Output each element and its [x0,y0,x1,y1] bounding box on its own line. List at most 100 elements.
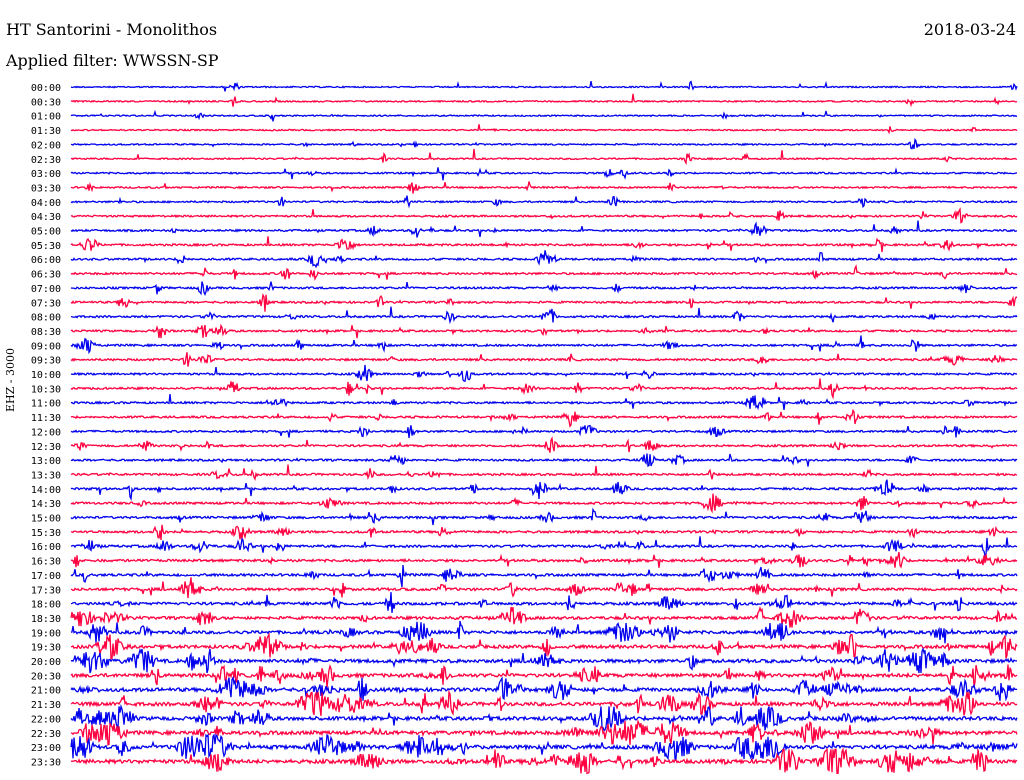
trace-1600 [70,536,1018,558]
time-label: 05:00 [31,227,61,238]
trace-1730 [70,577,1018,599]
time-label: 23:00 [31,743,61,754]
time-label: 01:00 [31,112,61,123]
time-label: 11:00 [31,399,61,410]
time-label: 14:00 [31,485,61,496]
time-label: 16:00 [31,542,61,553]
trace-2200 [70,703,1018,732]
trace-0100 [70,109,1017,122]
time-label: 09:30 [31,356,61,367]
trace-1900 [70,620,1018,644]
trace-1430 [70,493,1018,514]
trace-2030 [70,663,1018,688]
time-label: 14:30 [31,499,61,510]
seismic-traces [70,80,1018,775]
time-label: 08:30 [31,327,61,338]
trace-0400 [70,195,1018,209]
time-label: 19:00 [31,628,61,639]
trace-0500 [70,220,1018,238]
trace-1030 [70,378,1018,400]
trace-1130 [70,408,1018,428]
time-label: 04:00 [31,198,61,209]
trace-1000 [70,364,1018,382]
time-label: 23:30 [31,757,61,768]
time-label: 17:30 [31,585,61,596]
trace-0930 [70,352,1018,367]
trace-1530 [70,524,1018,540]
time-label: 06:30 [31,270,61,281]
time-label: 20:30 [31,671,61,682]
time-label: 02:30 [31,155,61,166]
time-label: 12:30 [31,442,61,453]
trace-1830 [70,605,1018,628]
trace-1630 [70,551,1018,569]
trace-1100 [70,394,1018,411]
trace-2330 [70,747,1018,775]
time-label: 22:30 [31,729,61,740]
trace-1930 [70,632,1018,660]
trace-0800 [70,306,1018,325]
time-label: 00:00 [31,83,61,94]
time-label: 15:00 [31,514,61,525]
trace-0700 [70,281,1018,297]
time-label: 17:00 [31,571,61,582]
trace-1230 [70,436,1018,453]
trace-2000 [70,647,1017,674]
time-label: 16:30 [31,557,61,568]
time-label: 08:00 [31,313,61,324]
chart-title: HT Santorini - Monolithos [6,20,218,39]
trace-2100 [70,675,1018,702]
trace-1400 [70,479,1018,502]
time-label: 12:00 [31,427,61,438]
trace-0600 [70,250,1018,269]
time-label: 21:00 [31,686,61,697]
trace-0430 [70,207,1018,224]
trace-0000 [70,80,1018,92]
filter-label: Applied filter: WWSSN-SP [6,51,219,70]
time-label: 19:30 [31,643,61,654]
trace-0200 [70,137,1018,150]
time-label: 18:30 [31,614,61,625]
time-label: 05:30 [31,241,61,252]
time-label: 04:30 [31,212,61,223]
trace-0330 [70,181,1018,194]
time-label: 15:30 [31,528,61,539]
time-label: 10:30 [31,384,61,395]
time-label: 01:30 [31,126,61,137]
trace-0830 [70,323,1017,339]
trace-2130 [70,689,1018,716]
time-label: 03:00 [31,169,61,180]
time-label: 02:00 [31,140,61,151]
trace-0230 [70,148,1018,166]
trace-1700 [70,564,1018,588]
trace-0730 [70,292,1017,312]
trace-0300 [70,167,1018,181]
time-label: 21:30 [31,700,61,711]
time-label: 00:30 [31,97,61,108]
time-label: 09:00 [31,341,61,352]
time-label: 06:00 [31,255,61,266]
time-label: 03:30 [31,183,61,194]
trace-0130 [70,124,1018,135]
time-label: 07:30 [31,298,61,309]
trace-1200 [70,424,1018,439]
time-label: 13:30 [31,470,61,481]
time-label: 10:00 [31,370,61,381]
trace-1800 [70,592,1018,613]
time-label: 20:00 [31,657,61,668]
trace-2230 [70,719,1018,746]
time-label: 07:00 [31,284,61,295]
chart-date: 2018-03-24 [923,20,1016,39]
trace-1500 [70,507,1018,526]
time-label: 11:30 [31,413,61,424]
trace-0630 [70,264,1018,282]
time-label: 22:00 [31,714,61,725]
time-label: 13:00 [31,456,61,467]
trace-0030 [70,93,1018,108]
trace-1330 [70,464,1018,482]
trace-2300 [70,733,1018,761]
time-label: 18:00 [31,600,61,611]
trace-0900 [70,335,1018,355]
trace-0530 [70,236,1018,253]
